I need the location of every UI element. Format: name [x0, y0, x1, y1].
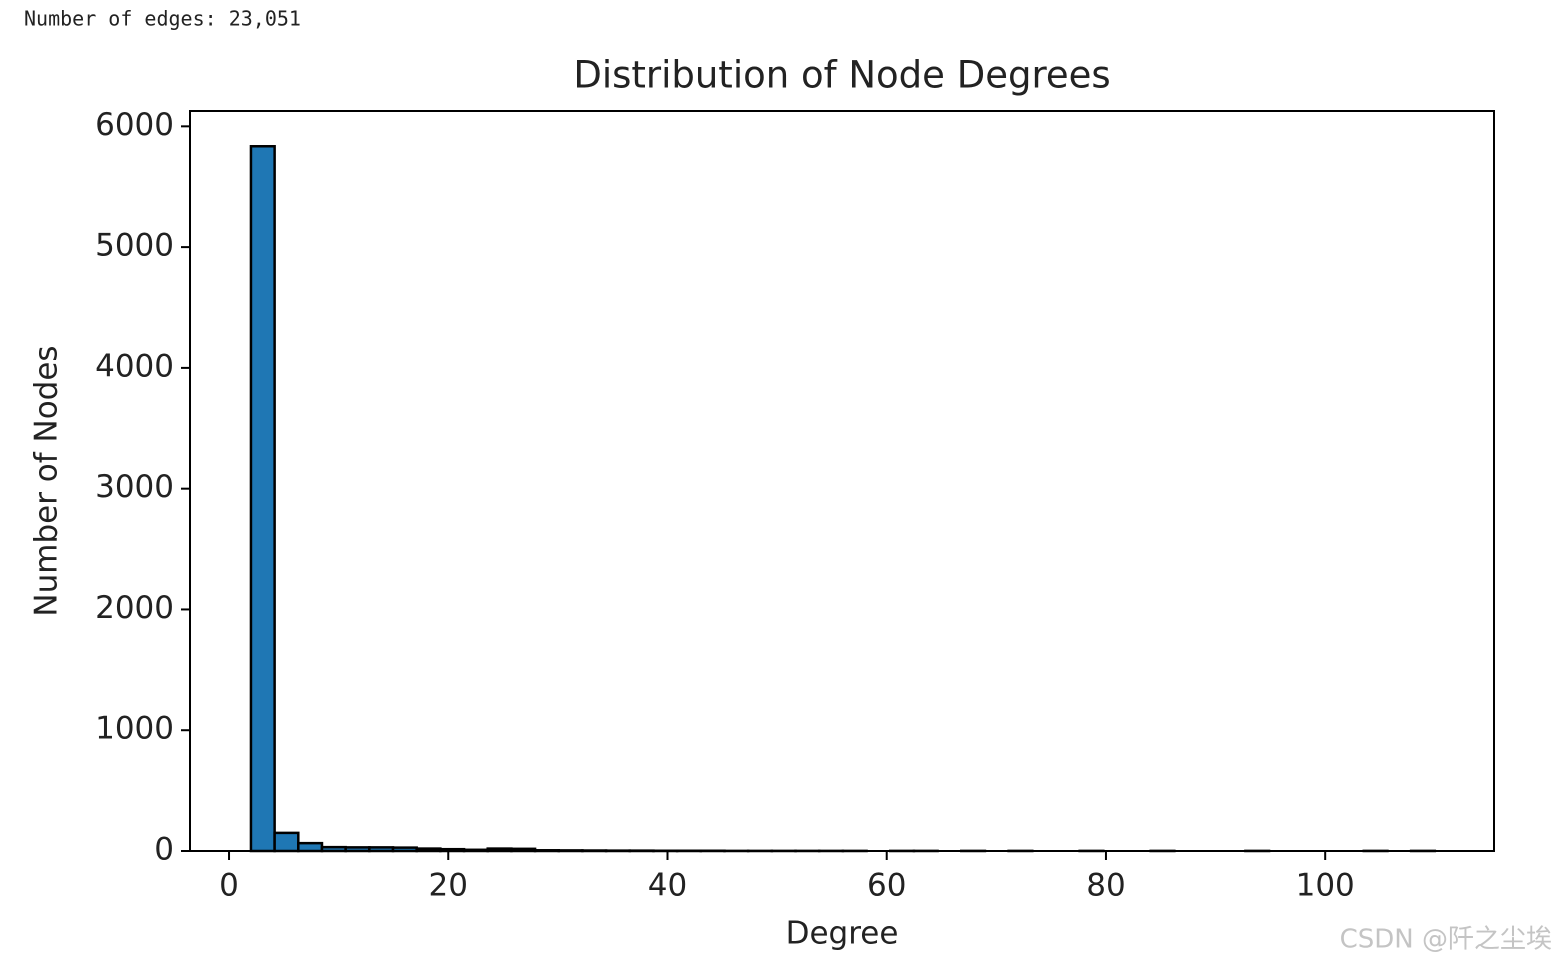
y-tick-label: 3000 [95, 469, 174, 505]
x-tick-label: 80 [1086, 868, 1125, 904]
plot-frame [189, 110, 1495, 852]
y-tick-label: 0 [154, 832, 174, 868]
y-tick-label: 4000 [95, 348, 174, 384]
y-tick-label: 1000 [95, 711, 174, 747]
chart-title: Distribution of Node Degrees [573, 54, 1110, 97]
x-tick-label: 20 [429, 868, 468, 904]
y-axis-label: Number of Nodes [29, 345, 65, 616]
header-text: Number of edges: 23,051 [24, 7, 301, 31]
y-tick-label: 5000 [95, 228, 174, 264]
watermark: CSDN @阡之尘埃 [1340, 925, 1552, 955]
x-tick-label: 40 [648, 868, 687, 904]
y-tick-label: 2000 [95, 590, 174, 626]
x-axis-label: Degree [786, 916, 899, 952]
x-tick-label: 0 [219, 868, 239, 904]
bar [273, 831, 300, 853]
x-tick-label: 60 [867, 868, 906, 904]
y-tick-label: 6000 [95, 107, 174, 143]
bar [297, 841, 324, 853]
x-tick-label: 100 [1296, 868, 1355, 904]
bar [249, 145, 276, 853]
